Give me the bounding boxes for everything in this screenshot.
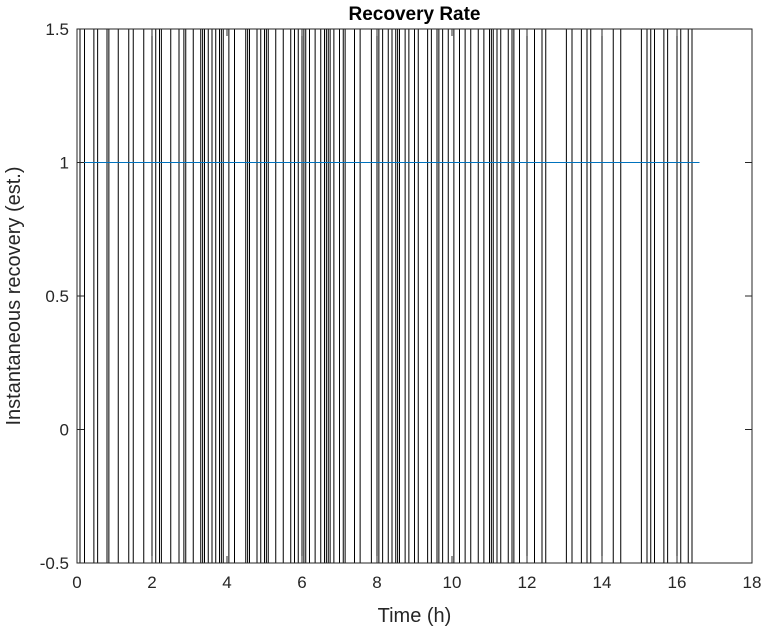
x-tick-label-6: 12 xyxy=(518,573,537,592)
x-axis-ticks: 0 2 4 6 8 10 12 14 16 18 xyxy=(72,29,761,592)
y-tick-label-4: 1.5 xyxy=(45,20,69,39)
chart-title: Recovery Rate xyxy=(348,4,480,25)
y-tick-label-1: 0 xyxy=(60,421,69,440)
y-tick-label-3: 1 xyxy=(60,154,69,173)
x-tick-label-3: 6 xyxy=(297,573,306,592)
x-tick-label-2: 4 xyxy=(222,573,231,592)
x-tick-label-4: 8 xyxy=(372,573,381,592)
x-tick-label-9: 18 xyxy=(743,573,762,592)
x-tick-label-5: 10 xyxy=(443,573,462,592)
x-tick-label-7: 14 xyxy=(593,573,612,592)
y-axis-label: Instantaneous recovery (est.) xyxy=(3,166,25,425)
y-axis-ticks: -0.5 0 0.5 1 1.5 xyxy=(40,20,752,573)
x-tick-label-1: 2 xyxy=(147,573,156,592)
x-tick-label-0: 0 xyxy=(72,573,81,592)
vertical-lines-layer xyxy=(79,29,693,563)
x-axis-label: Time (h) xyxy=(378,605,452,627)
x-tick-label-8: 16 xyxy=(668,573,687,592)
y-tick-label-2: 0.5 xyxy=(45,287,69,306)
y-tick-label-0: -0.5 xyxy=(40,554,69,573)
